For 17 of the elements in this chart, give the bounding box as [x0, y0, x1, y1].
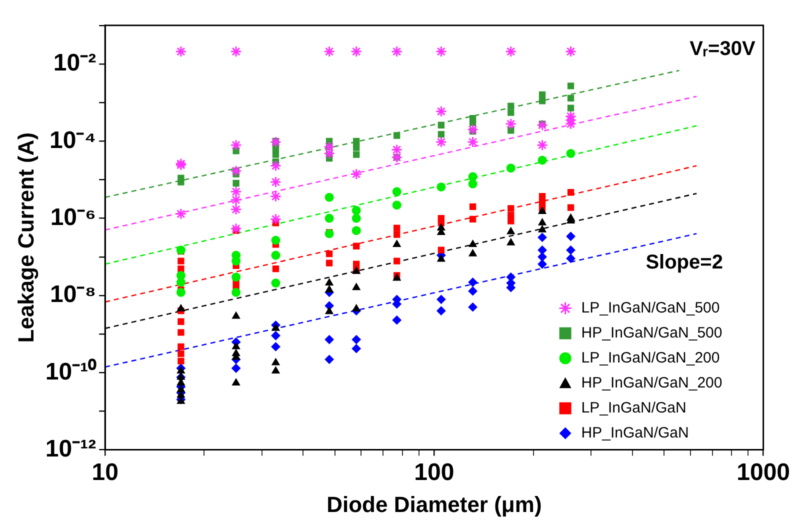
y-axis-title: Leakage Current (A): [13, 132, 38, 343]
x-tick-label: 100: [414, 458, 454, 486]
legend-label: LP_InGaN/GaN: [581, 399, 686, 416]
annotation: Slope=2: [646, 252, 723, 274]
legend-label: HP_InGaN/GaN_200: [581, 374, 722, 392]
y-tick-label: 10⁻¹⁰: [45, 358, 98, 386]
legend-label: LP_InGaN/GaN_500: [581, 299, 720, 316]
legend-label: HP_InGaN/GaN_500: [581, 324, 722, 342]
y-tick-label: 10⁻²: [53, 50, 96, 77]
legend-label: HP_InGaN/GaN: [581, 424, 689, 442]
y-tick-label: 10⁻⁴: [50, 126, 96, 154]
legend-label: LP_InGaN/GaN_200: [581, 349, 720, 366]
x-tick-label: 1000: [736, 458, 790, 486]
x-axis-title: Diode Diameter (μm): [326, 492, 542, 517]
annotation: Vᵣ=30V: [690, 38, 756, 60]
y-tick-label: 10⁻⁶: [50, 204, 96, 231]
y-tick-label: 10⁻⁸: [50, 281, 96, 308]
